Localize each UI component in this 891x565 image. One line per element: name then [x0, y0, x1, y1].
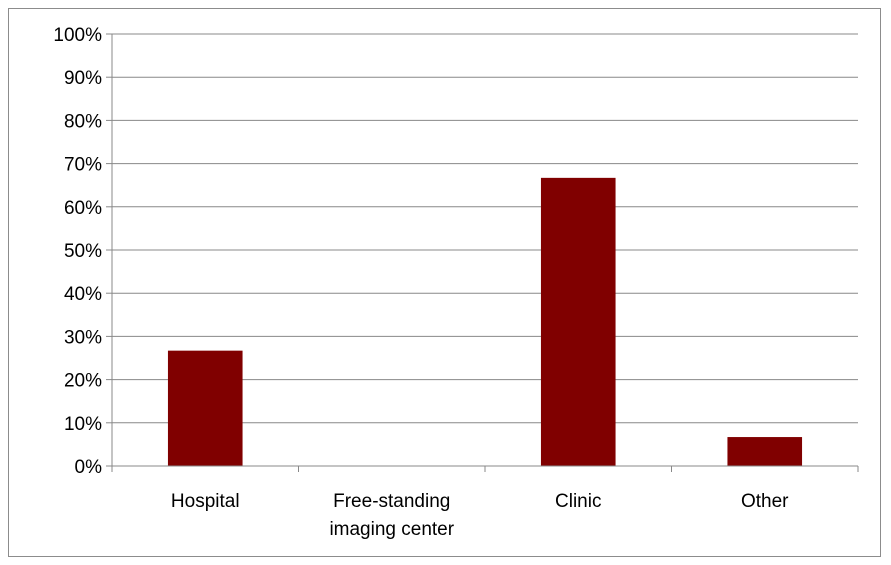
x-axis-category-labels: Hospital Free-standing imaging center Clini…: [171, 491, 789, 540]
bar-hospital: [167, 350, 243, 466]
y-tick-label: 0%: [75, 457, 103, 478]
y-tick-label: 10%: [64, 414, 102, 435]
y-tick-label: 20%: [64, 371, 102, 392]
y-tick-label: 60%: [64, 198, 102, 219]
x-category-label: Hospital: [171, 491, 240, 512]
y-axis-tick-labels: 0% 10% 20% 30% 40% 50% 60% 70% 80% 90% 100%: [53, 25, 102, 478]
x-category-label: Free-standing imaging center: [329, 491, 454, 540]
y-tick-label: 40%: [64, 284, 102, 305]
axes: [106, 33, 859, 472]
y-tick-label: 80%: [64, 111, 102, 132]
y-tick-label: 30%: [64, 327, 102, 348]
bar-clinic: [540, 177, 616, 466]
x-category-label: Other: [741, 491, 789, 512]
y-tick-label: 90%: [64, 68, 102, 89]
y-tick-label: 100%: [53, 25, 102, 46]
bars: [167, 177, 803, 466]
bar-other: [727, 437, 803, 466]
y-tick-label: 70%: [64, 155, 102, 176]
y-tick-label: 50%: [64, 241, 102, 262]
x-category-label: Clinic: [555, 491, 601, 512]
